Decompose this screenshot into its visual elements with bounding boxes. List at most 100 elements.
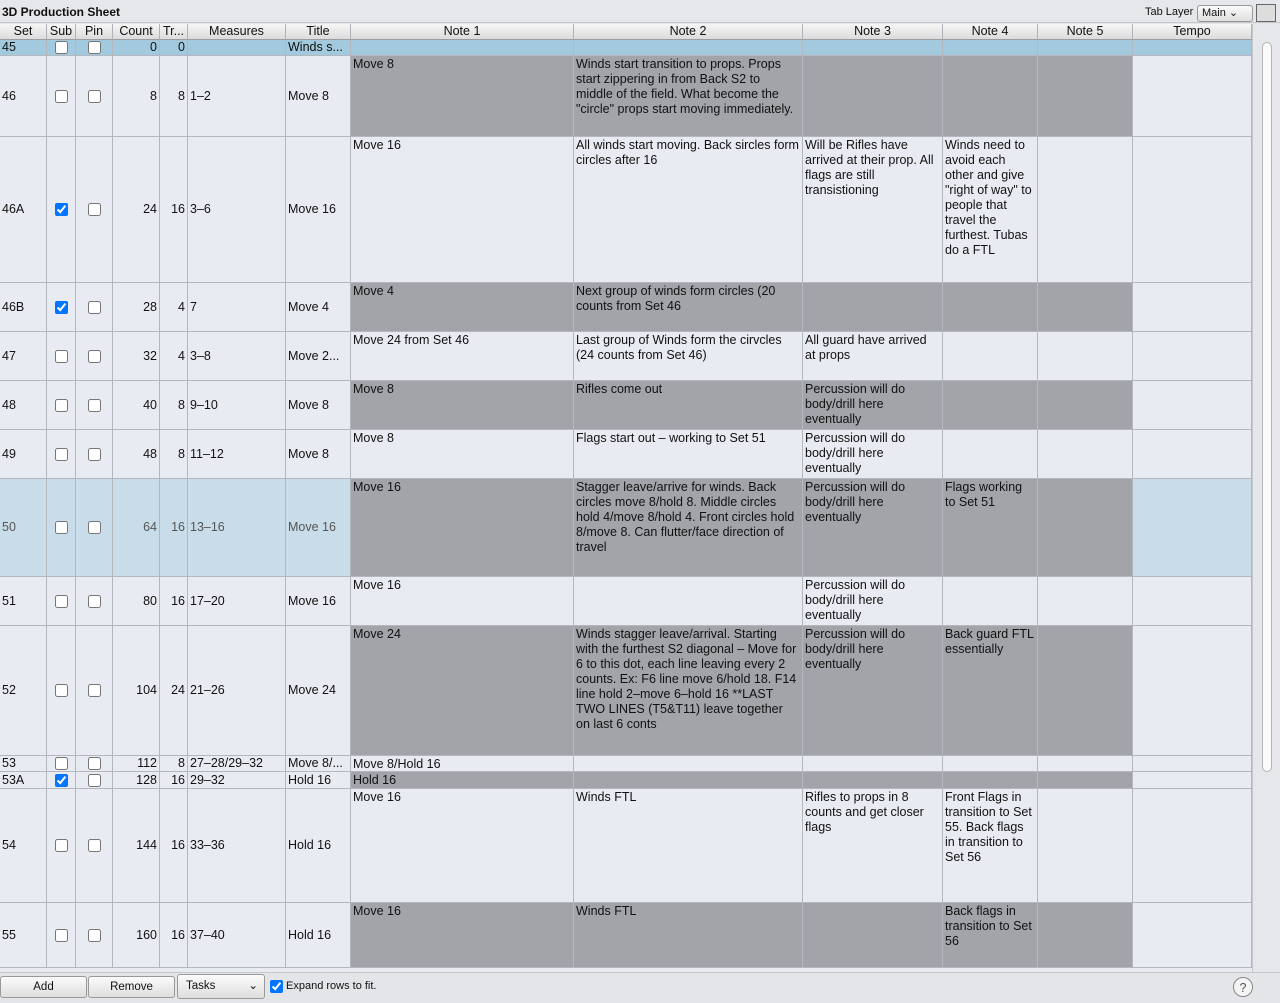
column-header[interactable]: Measures: [188, 24, 286, 40]
cell-text: 46B: [2, 299, 25, 314]
table-cell: [47, 381, 76, 430]
table-cell: 144: [113, 789, 160, 903]
column-header[interactable]: Tempo: [1133, 24, 1252, 40]
scroll-thumb[interactable]: [1262, 42, 1272, 772]
column-header[interactable]: Tr...: [160, 24, 188, 40]
table-cell: [76, 430, 113, 479]
table-cell: 53: [0, 756, 47, 772]
cell-text: Move 8/Hold 16: [353, 757, 441, 771]
table-cell: 16: [160, 137, 188, 283]
cell-text: 46A: [2, 202, 25, 216]
table-cell: 104: [113, 626, 160, 756]
row-checkbox[interactable]: [87, 41, 101, 54]
table-cell: [1038, 772, 1133, 789]
cell-text: 54: [2, 838, 16, 852]
column-header[interactable]: Note 4: [943, 24, 1038, 40]
cell-text: Next group of winds form circles (20 cou…: [576, 284, 776, 313]
help-icon[interactable]: ?: [1233, 977, 1253, 997]
table-cell: [76, 40, 113, 56]
row-checkbox[interactable]: [54, 684, 68, 697]
row-checkbox[interactable]: [87, 447, 101, 461]
row-checkbox[interactable]: [87, 594, 101, 608]
table-cell: 112: [113, 756, 160, 772]
cell-text: Move 8: [288, 88, 329, 103]
table-cell: Move 16: [351, 137, 574, 283]
table-cell: Hold 16: [351, 772, 574, 789]
cell-text: Move 24: [353, 627, 401, 641]
table-cell: [1038, 56, 1133, 137]
column-header[interactable]: Count: [113, 24, 160, 40]
table-cell: 48: [113, 430, 160, 479]
cell-text: Rifles to props in 8 counts and get clos…: [805, 790, 924, 834]
cell-text: Percussion will do body/drill here event…: [805, 578, 906, 622]
table-cell: Move 8: [286, 430, 351, 479]
add-button[interactable]: Add: [0, 976, 87, 998]
row-checkbox[interactable]: [54, 447, 68, 461]
table-cell: [943, 332, 1038, 381]
table-cell: 16: [160, 479, 188, 577]
column-header[interactable]: Note 5: [1038, 24, 1133, 40]
cell-text: 28: [143, 299, 157, 314]
column-header[interactable]: Title: [286, 24, 351, 40]
row-checkbox[interactable]: [87, 773, 101, 787]
row-checkbox[interactable]: [54, 398, 68, 412]
tasks-label: Tasks: [186, 980, 216, 992]
scrollbar[interactable]: [1252, 24, 1280, 972]
row-checkbox[interactable]: [87, 684, 101, 697]
expand-checkbox[interactable]: [270, 980, 283, 993]
table-cell: 21–26: [188, 626, 286, 756]
column-header[interactable]: Sub: [47, 24, 76, 40]
row-checkbox[interactable]: [54, 521, 68, 534]
table-cell: 16: [160, 789, 188, 903]
table-cell: 4: [160, 283, 188, 332]
table-cell: 3–8: [188, 332, 286, 381]
row-checkbox[interactable]: [87, 757, 101, 770]
cell-text: Move 8: [353, 57, 394, 71]
column-header[interactable]: Note 1: [351, 24, 574, 40]
row-checkbox[interactable]: [87, 839, 101, 852]
cell-text: Winds stagger leave/arrival. Starting wi…: [576, 627, 797, 731]
table-cell: Move 24 from Set 46: [351, 332, 574, 381]
cell-text: 3–8: [190, 348, 211, 363]
row-checkbox[interactable]: [54, 594, 68, 608]
table-cell: [76, 577, 113, 626]
table-cell: [1133, 903, 1252, 968]
column-header[interactable]: Note 2: [574, 24, 803, 40]
row-checkbox[interactable]: [87, 349, 101, 363]
table-cell: [47, 903, 76, 968]
table-cell: [803, 40, 943, 56]
row-checkbox[interactable]: [54, 89, 68, 103]
row-checkbox[interactable]: [87, 89, 101, 103]
tab-layer-select[interactable]: Main ⌄: [1197, 5, 1253, 22]
cell-text: Flags start out – working to Set 51: [576, 431, 766, 445]
cell-text: 16: [171, 520, 185, 534]
table-cell: Move 4: [286, 283, 351, 332]
tasks-select[interactable]: Tasks ⌄: [177, 974, 265, 999]
row-checkbox[interactable]: [54, 203, 68, 216]
table-cell: [1038, 381, 1133, 430]
row-checkbox[interactable]: [54, 300, 68, 314]
table-cell: Percussion will do body/drill here event…: [803, 479, 943, 577]
row-checkbox[interactable]: [54, 773, 68, 787]
row-checkbox[interactable]: [87, 928, 101, 942]
table-cell: 24: [113, 137, 160, 283]
row-checkbox[interactable]: [87, 300, 101, 314]
row-checkbox[interactable]: [54, 839, 68, 852]
column-header[interactable]: Note 3: [803, 24, 943, 40]
layout-icon[interactable]: [1256, 4, 1276, 22]
row-checkbox[interactable]: [87, 203, 101, 216]
table-cell: 11–12: [188, 430, 286, 479]
row-checkbox[interactable]: [54, 349, 68, 363]
row-checkbox[interactable]: [54, 757, 68, 770]
table-cell: [76, 479, 113, 577]
row-checkbox[interactable]: [87, 521, 101, 534]
row-checkbox[interactable]: [87, 398, 101, 412]
row-checkbox[interactable]: [54, 928, 68, 942]
table-cell: All guard have arrived at props: [803, 332, 943, 381]
table-cell: Move 24: [351, 626, 574, 756]
column-header[interactable]: Pin: [76, 24, 113, 40]
table-cell: [943, 772, 1038, 789]
row-checkbox[interactable]: [54, 41, 68, 54]
remove-button[interactable]: Remove: [88, 976, 175, 998]
column-header[interactable]: Set: [0, 24, 47, 40]
